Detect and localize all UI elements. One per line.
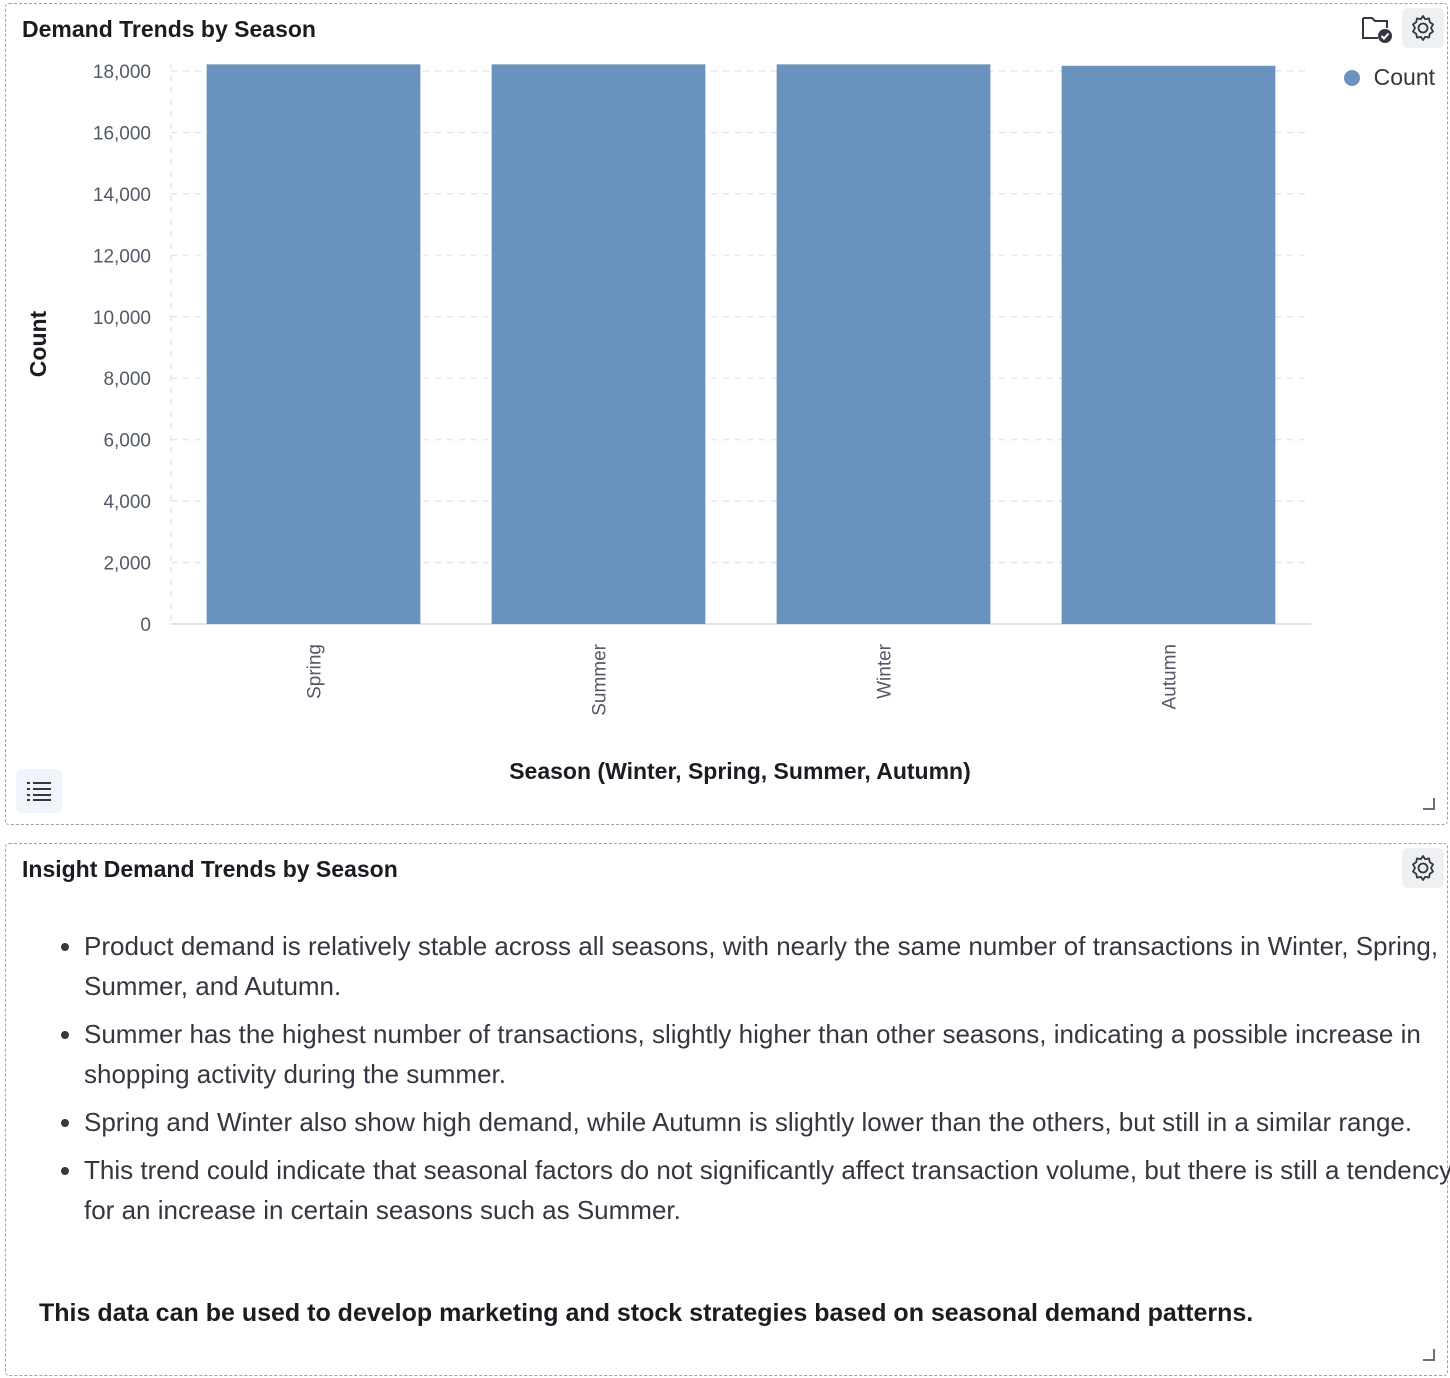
resize-handle[interactable] bbox=[1423, 1349, 1435, 1361]
y-tick-label: 8,000 bbox=[103, 369, 151, 390]
y-tick-label: 2,000 bbox=[103, 554, 151, 575]
x-tick-label: Winter bbox=[875, 643, 896, 699]
insight-bullets: Product demand is relatively stable acro… bbox=[38, 926, 1450, 1238]
chart-title: Demand Trends by Season bbox=[22, 16, 316, 42]
chart-panel: Demand Trends by Season 0 2,000 4,000 6,000… bbox=[5, 3, 1448, 825]
insight-panel: Insight Demand Trends by Season Product … bbox=[5, 843, 1450, 1376]
y-tick-label: 4,000 bbox=[103, 492, 151, 513]
insight-bullet: This trend could indicate that seasonal … bbox=[84, 1150, 1450, 1230]
gear-icon[interactable] bbox=[1402, 8, 1444, 48]
y-tick-label: 0 bbox=[140, 615, 151, 636]
insight-title: Insight Demand Trends by Season bbox=[22, 856, 398, 882]
legend-label: Count bbox=[1373, 64, 1435, 90]
x-axis-title: Season (Winter, Spring, Summer, Autumn) bbox=[509, 758, 971, 784]
y-tick-label: 10,000 bbox=[93, 308, 151, 329]
y-tick-label: 6,000 bbox=[103, 431, 151, 452]
y-tick-label: 14,000 bbox=[93, 185, 151, 206]
legend-swatch bbox=[1343, 69, 1360, 86]
bar-chart: 0 2,000 4,000 6,000 8,000 10,000 12,000 14,000 1… bbox=[25, 62, 1311, 784]
insight-note: This data can be used to develop marketi… bbox=[39, 1299, 1254, 1327]
x-tick-label: Summer bbox=[590, 643, 611, 715]
folder-check-icon[interactable] bbox=[1356, 8, 1398, 48]
legend[interactable]: Count bbox=[1343, 64, 1435, 91]
x-tick-label: Autumn bbox=[1160, 644, 1181, 709]
insight-bullet: Summer has the highest number of transac… bbox=[84, 1014, 1450, 1094]
resize-handle[interactable] bbox=[1423, 798, 1435, 810]
bar-winter[interactable] bbox=[776, 64, 991, 624]
y-tick-label: 18,000 bbox=[93, 62, 151, 83]
y-tick-label: 12,000 bbox=[93, 246, 151, 267]
x-tick-label: Spring bbox=[305, 644, 326, 699]
y-tick-label: 16,000 bbox=[93, 123, 151, 144]
gear-icon[interactable] bbox=[1402, 848, 1444, 888]
x-axis-ticks: Spring Summer Winter Autumn bbox=[305, 643, 1181, 715]
bar-autumn[interactable] bbox=[1061, 65, 1276, 624]
y-axis-ticks: 0 2,000 4,000 6,000 8,000 10,000 12,000 14,000 1… bbox=[93, 62, 151, 636]
y-axis-title: Count bbox=[25, 310, 51, 377]
bars bbox=[206, 64, 1276, 624]
bar-spring[interactable] bbox=[206, 64, 421, 624]
insight-bullet: Product demand is relatively stable acro… bbox=[84, 926, 1450, 1006]
list-icon[interactable] bbox=[16, 769, 62, 813]
insight-bullet: Spring and Winter also show high demand,… bbox=[84, 1102, 1450, 1142]
bar-summer[interactable] bbox=[491, 64, 706, 624]
